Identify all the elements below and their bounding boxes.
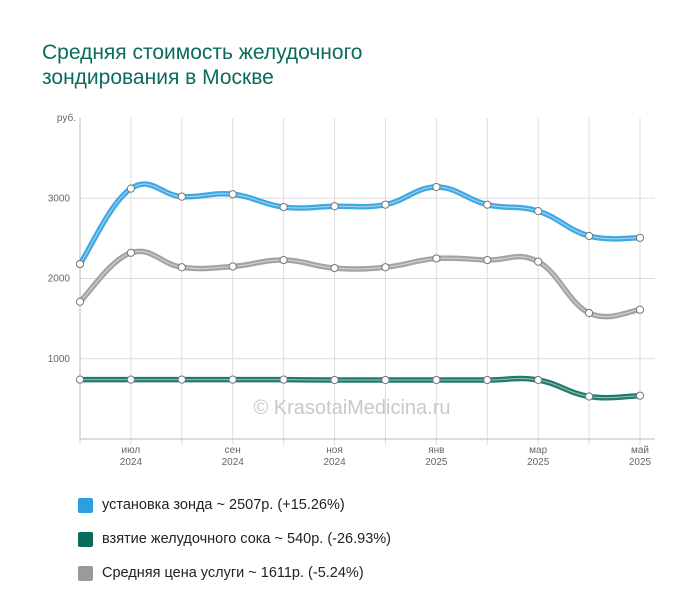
legend-item-average[interactable]: Средняя цена услуги ~ 1611р. (-5.24%) xyxy=(78,556,391,590)
data-point xyxy=(75,297,85,306)
y-unit-label: руб. xyxy=(57,112,76,124)
data-point xyxy=(330,375,339,385)
data-point xyxy=(635,305,645,314)
data-point xyxy=(432,182,441,192)
data-point xyxy=(381,263,390,272)
series-line-highlight-0 xyxy=(79,183,641,265)
axis-labels: руб.100020003000июл2024сен2024ноя2024янв… xyxy=(48,112,652,468)
data-point xyxy=(177,192,186,201)
x-tick-label-month: мар xyxy=(529,445,547,456)
legend-item-probe[interactable]: установка зонда ~ 2507р. (+15.26%) xyxy=(78,488,391,522)
data-point xyxy=(177,263,186,272)
x-tick-label-year: 2024 xyxy=(323,457,346,468)
data-point xyxy=(126,375,136,384)
legend-swatch xyxy=(78,565,93,581)
data-point xyxy=(279,375,288,384)
x-tick-label-year: 2025 xyxy=(527,457,550,468)
data-point xyxy=(432,375,441,385)
data-point xyxy=(635,391,645,400)
x-tick-label-month: янв xyxy=(428,445,444,456)
data-point xyxy=(330,202,339,211)
data-point xyxy=(483,255,492,265)
data-point xyxy=(228,375,237,384)
data-point xyxy=(330,263,339,273)
data-point xyxy=(432,254,441,263)
x-tick-label-year: 2025 xyxy=(425,457,448,468)
data-point xyxy=(279,255,288,265)
x-tick-label-month: ноя xyxy=(326,445,343,456)
data-point xyxy=(75,375,85,384)
watermark: © KrasotaiMedicina.ru xyxy=(253,397,450,419)
data-point xyxy=(584,308,594,318)
series-line-highlight-2 xyxy=(79,378,641,399)
y-tick-label: 2000 xyxy=(48,274,71,285)
data-point xyxy=(483,375,492,385)
data-point xyxy=(534,206,543,216)
legend-swatch xyxy=(78,531,93,547)
data-point xyxy=(483,200,492,209)
legend-label: установка зонда ~ 2507р. (+15.26%) xyxy=(102,497,345,513)
series-line-0 xyxy=(77,181,643,267)
x-tick-label-year: 2024 xyxy=(120,457,143,468)
data-point xyxy=(228,190,237,199)
line-chart: © KrasotaiMedicina.ru руб. 1000 2000 3000 ию… xyxy=(48,112,655,468)
data-point xyxy=(228,262,237,271)
data-point xyxy=(177,375,186,384)
data-point xyxy=(381,375,390,385)
x-tick-label-month: май xyxy=(631,445,649,456)
legend-swatch xyxy=(78,497,93,513)
data-point xyxy=(584,392,594,401)
data-point xyxy=(126,248,136,257)
data-point xyxy=(534,257,543,266)
legend-label: взятие желудочного сока ~ 540р. (-26.93%… xyxy=(102,531,391,547)
data-point xyxy=(279,202,288,212)
legend-label: Средняя цена услуги ~ 1611р. (-5.24%) xyxy=(102,565,364,581)
series-group xyxy=(77,181,643,401)
data-point xyxy=(75,259,85,269)
legend: установка зонда ~ 2507р. (+15.26%) взяти… xyxy=(78,488,391,590)
data-point xyxy=(126,184,136,193)
markers-group xyxy=(75,182,645,401)
grid xyxy=(79,118,655,445)
data-point xyxy=(584,231,594,241)
data-point xyxy=(635,233,645,242)
y-tick-label: 3000 xyxy=(48,193,71,204)
series-line-highlight-1 xyxy=(79,250,641,318)
data-point xyxy=(381,200,390,209)
y-tick-label: 1000 xyxy=(48,354,71,365)
chart-title: Средняя стоимость желудочного зондирован… xyxy=(42,41,363,89)
x-tick-label-month: июл xyxy=(122,445,141,456)
series-line-2 xyxy=(77,375,643,401)
x-tick-label-month: сен xyxy=(225,445,241,456)
data-point xyxy=(534,375,543,385)
legend-item-juice[interactable]: взятие желудочного сока ~ 540р. (-26.93%… xyxy=(78,522,391,556)
x-tick-label-year: 2024 xyxy=(222,457,245,468)
x-tick-label-year: 2025 xyxy=(629,457,652,468)
